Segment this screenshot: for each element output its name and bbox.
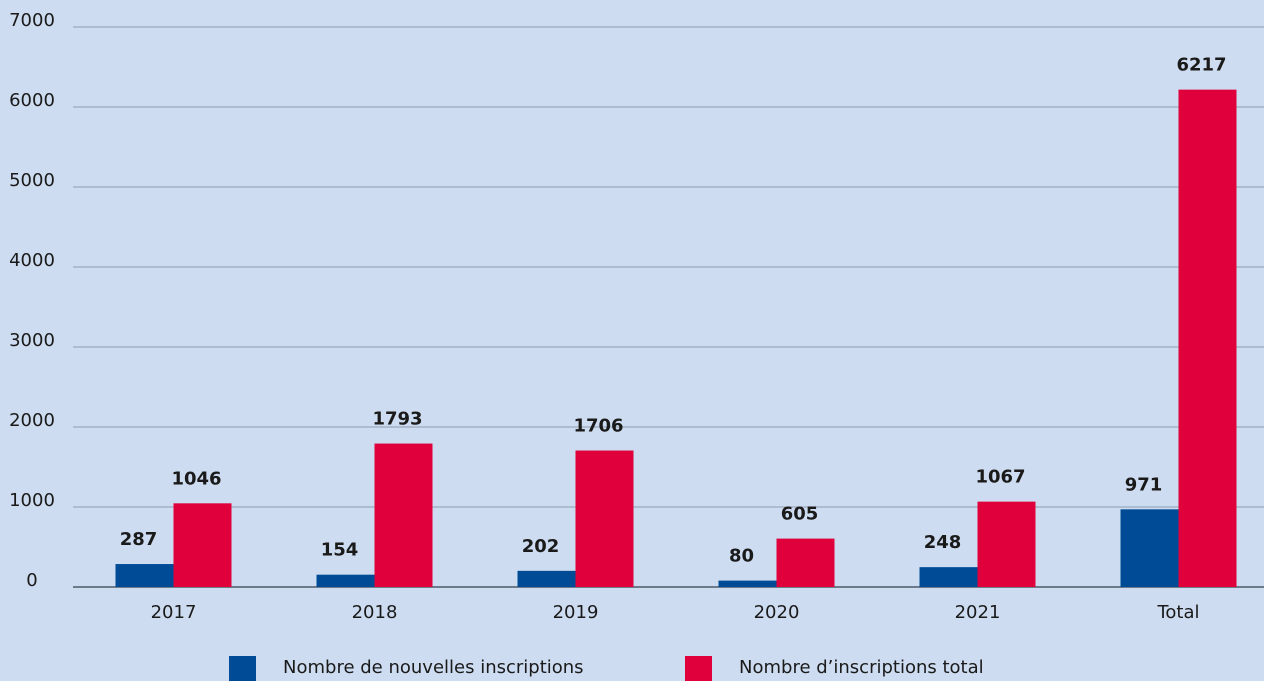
data-label: 202 [522,536,560,557]
y-tick-label: 5000 [9,170,55,191]
data-label: 1046 [171,468,221,489]
data-label: 605 [781,504,819,525]
bar [517,570,576,587]
y-tick-label: 2000 [9,410,55,431]
data-label: 287 [120,529,158,550]
bar [115,564,174,587]
y-tick-label: 6000 [9,90,55,111]
data-label: 1706 [573,416,623,437]
bar [776,538,835,587]
legend-swatch [229,656,256,681]
bar [316,574,375,587]
data-label: 154 [321,540,359,561]
bar [977,501,1036,587]
bar [1178,89,1237,587]
y-tick-label: 4000 [9,250,55,271]
bar [173,503,232,587]
data-label: 6217 [1176,55,1226,76]
legend-swatch [685,656,712,681]
y-tick-label: 0 [26,570,37,591]
legend-label: Nombre de nouvelles inscriptions [283,657,584,678]
x-tick-label: Total [1156,602,1199,623]
y-tick-label: 7000 [9,10,55,31]
data-label: 1067 [975,467,1025,488]
data-label: 248 [924,532,962,553]
bar [575,450,634,587]
bar [374,443,433,587]
legend-label: Nombre d’inscriptions total [739,657,984,678]
data-label: 971 [1125,474,1163,495]
x-tick-label: 2017 [151,602,197,623]
bar [919,567,978,587]
y-tick-label: 3000 [9,330,55,351]
x-tick-label: 2021 [955,602,1001,623]
bar [718,580,777,587]
x-tick-label: 2019 [553,602,599,623]
bar [1120,509,1179,587]
data-label: 80 [729,546,754,567]
x-tick-label: 2018 [352,602,398,623]
data-label: 1793 [372,409,422,430]
y-tick-label: 1000 [9,490,55,511]
x-tick-label: 2020 [754,602,800,623]
